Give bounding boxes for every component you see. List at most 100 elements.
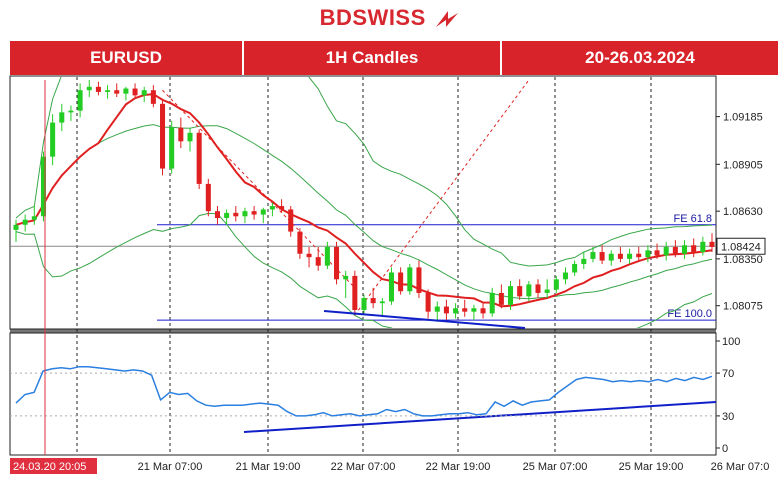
chart-header: EURUSD 1H Candles 20-26.03.2024 [10, 41, 778, 75]
candle-body [68, 110, 74, 113]
candle [214, 206, 220, 225]
upper-band-line [15, 77, 713, 267]
candle [269, 202, 275, 217]
candle [709, 233, 715, 253]
candle [123, 86, 129, 101]
candle [132, 83, 138, 98]
candle-body [233, 212, 239, 217]
candle [205, 178, 211, 217]
candle [31, 206, 37, 225]
candle [315, 246, 321, 271]
candle [178, 117, 184, 149]
date-range-label: 20-26.03.2024 [502, 41, 778, 75]
candle [86, 80, 92, 98]
rsi-path [15, 365, 713, 417]
candle [187, 127, 193, 152]
current-price-box [716, 237, 766, 255]
candle [608, 250, 614, 266]
rsi-panel-frame [9, 332, 717, 456]
candle [691, 238, 697, 258]
candle-body [425, 292, 431, 312]
candle-body [288, 209, 294, 232]
candle-body [251, 211, 257, 215]
candle [498, 284, 504, 309]
candle-body [682, 245, 688, 254]
candle-body [187, 132, 193, 142]
candle-body [77, 90, 83, 111]
candle-body [663, 246, 669, 256]
candle [361, 294, 367, 314]
candle-body [334, 246, 340, 280]
candle-body [50, 122, 56, 157]
candle-body [205, 183, 211, 212]
candle-body [480, 308, 486, 314]
rsi-tick-label: 30 [722, 411, 734, 423]
candle [645, 245, 651, 263]
candle-body [214, 211, 220, 218]
candle [114, 83, 120, 98]
time-label: 21 Mar 07:00 [138, 461, 203, 473]
time-label: 21 Mar 19:00 [236, 461, 301, 473]
candle [627, 248, 633, 264]
candles [13, 80, 715, 322]
candle [95, 81, 101, 96]
candle [343, 270, 349, 299]
candle-body [169, 127, 175, 169]
candle [407, 263, 413, 295]
candle-body [59, 112, 65, 123]
candle-body [672, 246, 678, 254]
candle [581, 252, 587, 270]
candle-body [141, 90, 147, 96]
candle-body [95, 86, 101, 92]
candle-body [160, 103, 166, 169]
candle [251, 206, 257, 220]
time-label: 25 Mar 19:00 [619, 461, 684, 473]
candle-body [361, 298, 367, 310]
candle [654, 243, 660, 259]
candle-body [114, 90, 120, 94]
candle-body [544, 289, 550, 293]
candle-body [370, 298, 376, 304]
candle-body [324, 246, 330, 266]
candle [398, 267, 404, 295]
candle-body [517, 286, 523, 297]
candle [700, 236, 706, 256]
candle [141, 86, 147, 103]
moving-average [15, 93, 713, 308]
candle [617, 246, 623, 263]
candle [50, 114, 56, 166]
candle-body [379, 301, 385, 304]
candle-body [242, 211, 248, 217]
candle-body [489, 292, 495, 314]
candle-body [416, 267, 422, 293]
candle-body [645, 250, 651, 258]
candle-body [627, 253, 633, 259]
candle [13, 219, 19, 242]
candle-body [343, 275, 349, 280]
candle [599, 245, 605, 264]
price-tick-label: 1.09185 [723, 112, 763, 124]
candle [682, 240, 688, 259]
candle [471, 304, 477, 321]
candle-body [535, 284, 541, 293]
candle-body [407, 267, 413, 292]
candle-body [178, 127, 184, 142]
support-trendline-price [323, 310, 526, 329]
candle [334, 241, 340, 285]
candle-body [691, 245, 697, 253]
candle-body [572, 263, 578, 273]
candle-body [508, 286, 514, 305]
candle [370, 287, 376, 309]
brand-swiss: SWISS [352, 5, 426, 30]
candle [352, 270, 358, 316]
candle [434, 301, 440, 322]
axes: 1.09185 1.08905 1.08630 1.08350 1.08075 1.084… [10, 112, 769, 474]
candle-body [398, 272, 404, 292]
candle [590, 246, 596, 263]
candle-body [150, 90, 156, 104]
candle-body [581, 258, 587, 264]
candle-body [617, 253, 623, 259]
candle-body [86, 86, 92, 91]
candle [288, 206, 294, 237]
candle [22, 214, 28, 232]
